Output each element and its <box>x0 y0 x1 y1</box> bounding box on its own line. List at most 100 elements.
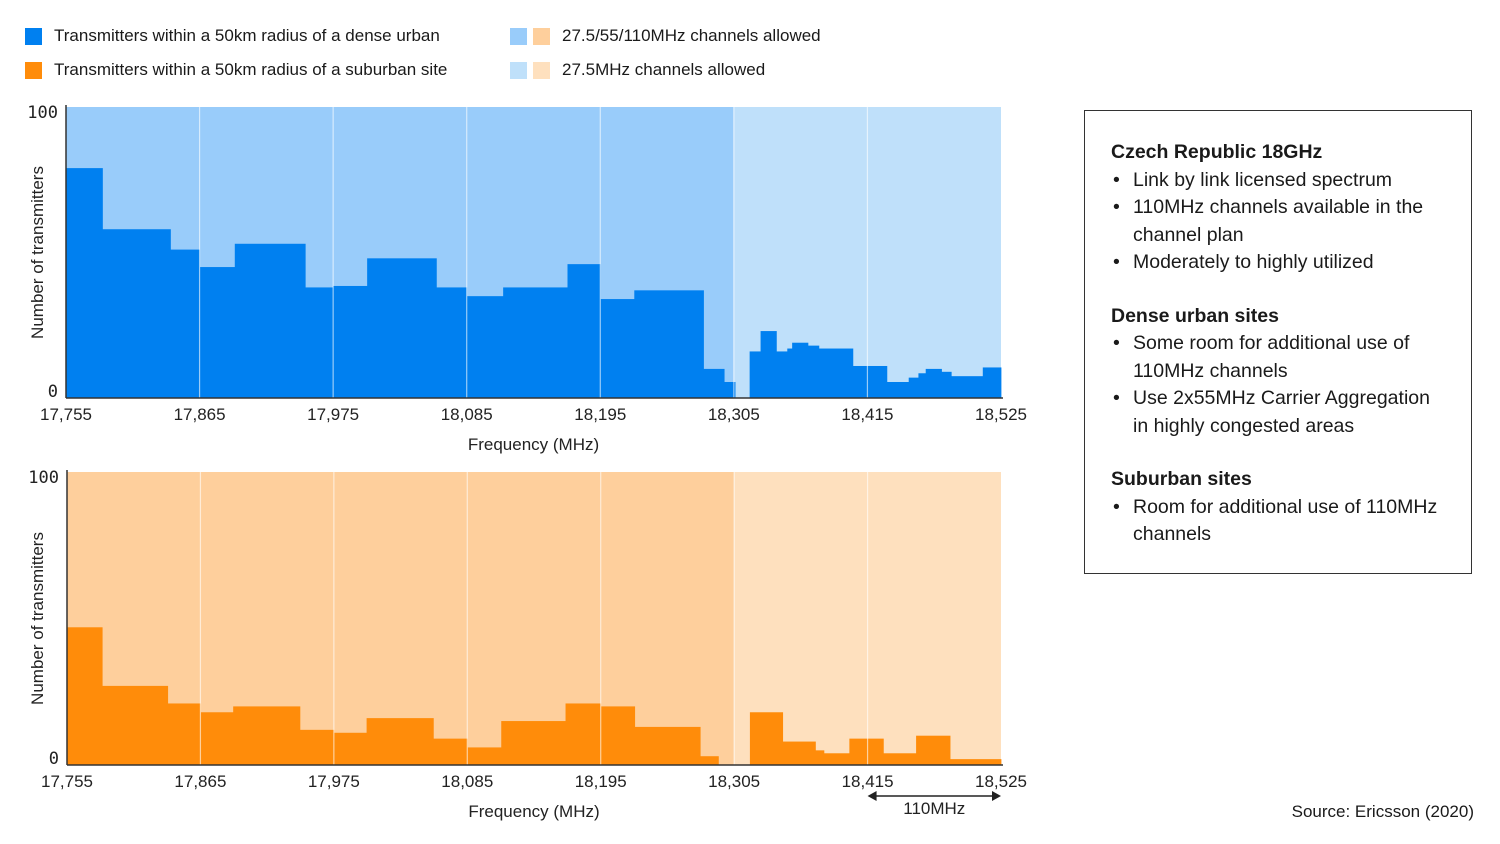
legend-band-narrow: 27.5MHz channels allowed <box>510 60 765 80</box>
data-bar <box>366 718 434 765</box>
x-axis-label: Frequency (MHz) <box>468 802 599 821</box>
data-bar <box>749 712 784 765</box>
y-tick-label: 0 <box>48 382 58 402</box>
data-bar <box>916 735 951 765</box>
data-bar <box>815 750 825 765</box>
section-title: Suburban sites <box>1111 468 1252 490</box>
data-bar <box>818 348 854 398</box>
legend-label: Transmitters within a 50km radius of a s… <box>54 60 448 79</box>
bullet: Some room for additional use of 110MHz c… <box>1113 330 1445 385</box>
section-title: Dense urban sites <box>1111 304 1279 327</box>
data-bar <box>807 345 820 398</box>
arrow-left-icon <box>867 791 877 801</box>
data-bar <box>823 753 850 765</box>
legend-swatch <box>510 61 527 79</box>
data-bar <box>950 759 1002 765</box>
bullet: Room for additional use of 110MHz channe… <box>1113 494 1445 549</box>
legend-swatch <box>533 61 550 79</box>
x-tick-label: 18,195 <box>575 772 627 791</box>
data-bar <box>918 373 927 398</box>
data-bar <box>565 703 602 765</box>
data-bar <box>199 267 236 398</box>
annotation-label: 110MHz <box>903 799 965 818</box>
data-bar <box>982 367 1002 398</box>
data-bar <box>66 168 103 398</box>
legend-swatch <box>25 27 42 45</box>
data-bar <box>908 377 919 398</box>
x-tick-label: 17,755 <box>41 772 93 791</box>
data-bar <box>849 738 884 765</box>
data-bar <box>703 368 725 398</box>
x-tick-label: 18,415 <box>841 405 893 424</box>
data-bar <box>634 726 701 765</box>
legend-label: 27.5/55/110MHz channels allowed <box>562 26 821 45</box>
legend-label: 27.5MHz channels allowed <box>562 60 766 79</box>
x-tick-label: 17,975 <box>308 772 360 791</box>
x-tick-label: 18,085 <box>441 405 493 424</box>
data-bar <box>776 351 788 398</box>
data-bar <box>299 729 335 765</box>
x-tick-label: 18,195 <box>574 405 626 424</box>
data-bar <box>200 712 234 765</box>
data-bar <box>102 685 169 765</box>
section-title: Czech Republic 18GHz <box>1111 141 1323 163</box>
legend-swatch <box>510 27 527 45</box>
source-note: Source: Ericsson (2020) <box>1291 802 1474 821</box>
legend-suburban: Transmitters within a 50km radius of a s… <box>25 60 447 80</box>
data-bar <box>67 627 103 765</box>
data-bar <box>167 703 201 765</box>
y-axis-label: Number of transmitters <box>28 166 47 339</box>
y-tick-label: 100 <box>27 103 58 123</box>
info-box: Czech Republic 18GHz Link by link licens… <box>1084 110 1472 574</box>
data-bar <box>234 243 306 398</box>
info-section: Suburban sites Room for additional use o… <box>1111 466 1445 549</box>
data-bar <box>466 296 504 398</box>
data-bar <box>501 721 566 765</box>
bullet: Use 2x55MHz Carrier Aggregation in highl… <box>1113 385 1445 440</box>
data-bar <box>600 706 636 765</box>
x-tick-label: 18,085 <box>441 772 493 791</box>
data-bar <box>724 381 736 398</box>
data-bar <box>503 287 568 398</box>
data-bar <box>233 706 301 765</box>
x-axis-label: Frequency (MHz) <box>468 435 599 454</box>
y-tick-label: 100 <box>28 468 59 488</box>
data-bar <box>760 331 777 398</box>
x-tick-label: 17,975 <box>307 405 359 424</box>
data-bar <box>792 342 809 398</box>
x-tick-label: 17,755 <box>40 405 92 424</box>
y-tick-label: 0 <box>49 749 59 769</box>
data-bar <box>333 732 368 765</box>
arrow-right-icon <box>992 791 1001 801</box>
data-bar <box>170 249 200 398</box>
data-bar <box>700 756 719 765</box>
x-tick-label: 18,525 <box>975 772 1027 791</box>
data-bar <box>567 264 601 398</box>
x-tick-label: 18,305 <box>708 772 760 791</box>
data-bar <box>305 287 334 398</box>
x-tick-label: 17,865 <box>174 772 226 791</box>
data-bar <box>333 285 368 398</box>
info-section: Dense urban sites Some room for addition… <box>1111 303 1445 441</box>
data-bar <box>941 371 952 398</box>
data-bar <box>749 351 761 398</box>
data-bar <box>782 741 816 765</box>
y-axis-label: Number of transmitters <box>28 532 47 705</box>
data-bar <box>634 290 704 398</box>
data-bar <box>467 747 502 765</box>
x-tick-label: 18,525 <box>975 405 1027 424</box>
data-bar <box>852 365 888 398</box>
bullet: Moderately to highly utilized <box>1113 249 1445 277</box>
info-section: Czech Republic 18GHz Link by link licens… <box>1111 139 1445 277</box>
legend-label: Transmitters within a 50km radius of a d… <box>54 26 440 45</box>
x-tick-label: 17,865 <box>174 405 226 424</box>
legend-swatch <box>533 27 550 45</box>
data-bar <box>367 258 437 398</box>
legend-dense-urban: Transmitters within a 50km radius of a d… <box>25 26 440 46</box>
data-bar <box>787 348 793 398</box>
data-bar <box>436 287 468 398</box>
data-bar <box>883 753 917 765</box>
bullet: 110MHz channels available in the channel… <box>1113 194 1445 249</box>
data-bar <box>925 368 942 398</box>
